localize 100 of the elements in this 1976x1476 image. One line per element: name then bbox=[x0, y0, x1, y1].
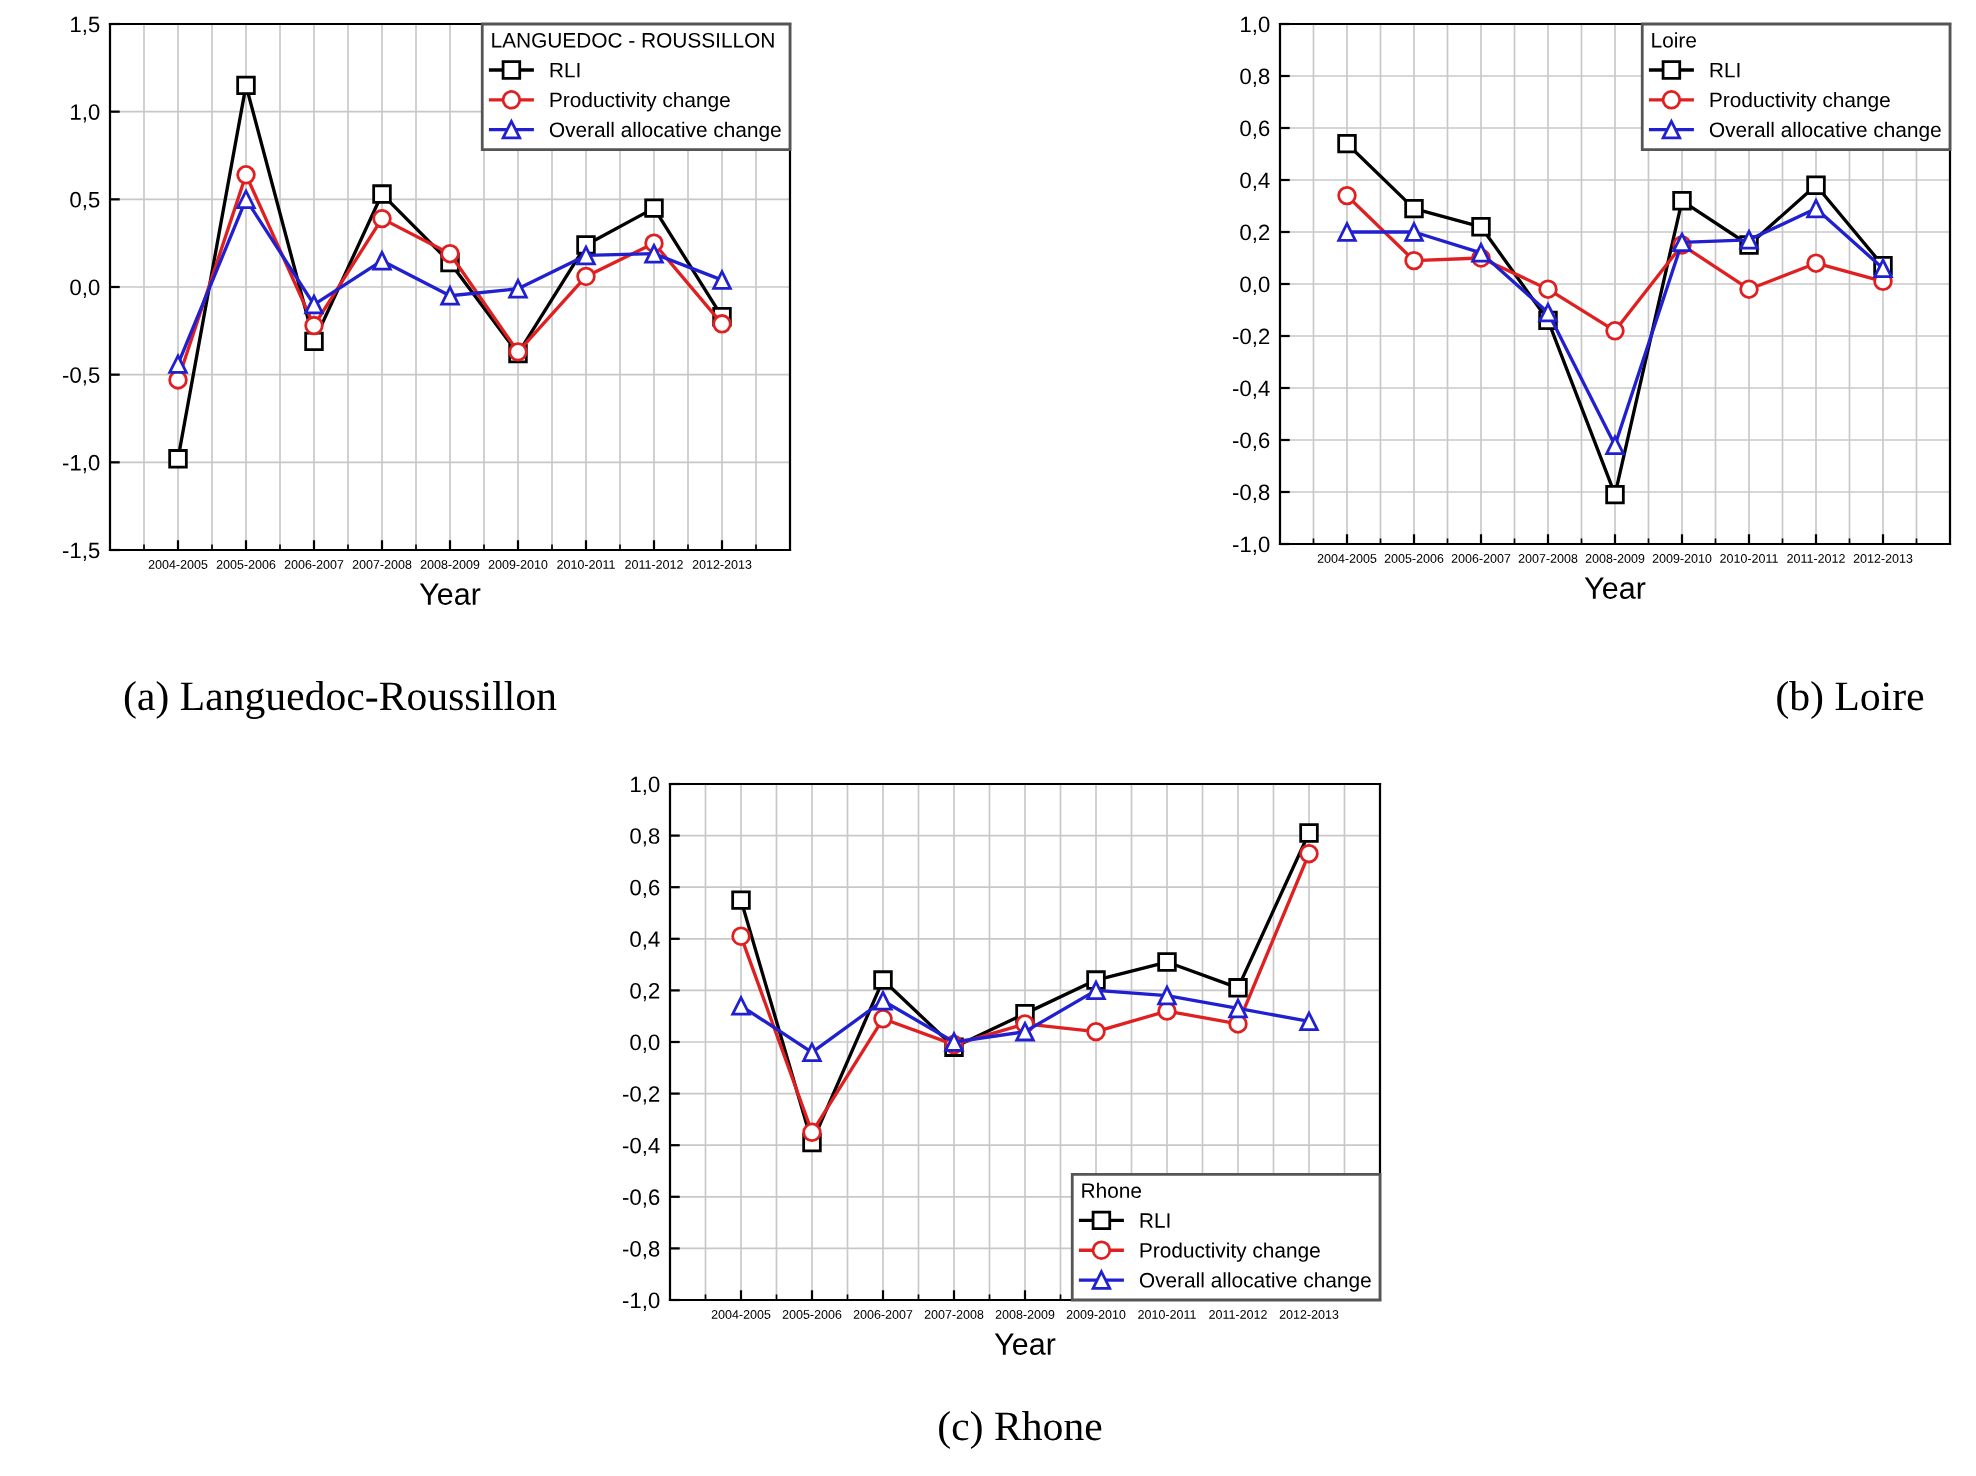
legend-label: RLI bbox=[1140, 1213, 1170, 1228]
point bbox=[1337, 185, 1357, 206]
point bbox=[731, 996, 751, 1016]
point bbox=[304, 331, 324, 352]
y-tick-label: -0,6 bbox=[622, 1189, 660, 1208]
point bbox=[1157, 985, 1177, 1006]
point bbox=[802, 1122, 822, 1143]
point bbox=[1806, 175, 1826, 195]
point bbox=[1806, 253, 1826, 273]
y-tick-label: -1,0 bbox=[62, 454, 100, 474]
y-tick-label: 1,0 bbox=[1241, 16, 1270, 35]
y-tick-label: -0,2 bbox=[622, 1086, 660, 1105]
point bbox=[1605, 435, 1625, 455]
point bbox=[1672, 191, 1692, 211]
point bbox=[1404, 198, 1424, 219]
y-tick-label: -0,5 bbox=[62, 367, 100, 386]
point bbox=[731, 926, 751, 946]
point bbox=[644, 243, 664, 264]
y-tick-label: 0,2 bbox=[630, 982, 660, 1002]
point bbox=[1471, 243, 1491, 263]
y-tick-label: 0,4 bbox=[630, 931, 660, 950]
point bbox=[372, 250, 392, 271]
point bbox=[1337, 222, 1357, 242]
y-tick-label: -0,4 bbox=[622, 1137, 660, 1157]
point bbox=[1337, 133, 1357, 154]
y-tick-label: -0,6 bbox=[1232, 432, 1270, 451]
point bbox=[1739, 279, 1759, 299]
point bbox=[1157, 952, 1177, 972]
legend-label: Productivity change bbox=[550, 92, 730, 112]
legend-title: Loire bbox=[1652, 32, 1696, 48]
point bbox=[644, 198, 664, 218]
y-tick-label: 0,4 bbox=[1240, 172, 1270, 191]
legend-title: LANGUEDOC - ROUSSILLON bbox=[492, 32, 774, 48]
y-tick-label: 1,0 bbox=[71, 104, 100, 123]
point bbox=[1299, 823, 1319, 843]
y-tick-label: -0,4 bbox=[1232, 380, 1270, 399]
point bbox=[1015, 1021, 1035, 1042]
x-axis-title: Year bbox=[419, 583, 481, 605]
point bbox=[873, 991, 893, 1011]
y-tick-label: 0,6 bbox=[1240, 120, 1270, 139]
point bbox=[1605, 484, 1625, 505]
point bbox=[1538, 279, 1558, 299]
y-tick-label: 0,6 bbox=[630, 879, 660, 899]
point bbox=[1086, 1021, 1106, 1042]
point bbox=[168, 354, 188, 374]
x-axis-title: Year bbox=[1584, 577, 1646, 599]
point bbox=[1299, 1011, 1319, 1032]
point bbox=[712, 314, 732, 334]
legend-label: Productivity change bbox=[1710, 92, 1890, 112]
legend-title: Rhone bbox=[1082, 1182, 1142, 1199]
x-axis-title: Year bbox=[994, 1333, 1056, 1355]
legend-label: Overall allocative change bbox=[549, 121, 781, 142]
text: (a) Languedoc-Roussillon bbox=[124, 681, 557, 719]
y-tick-label: -1,0 bbox=[1232, 536, 1270, 555]
y-tick-label: 0,8 bbox=[630, 828, 660, 847]
legend-label: RLI bbox=[1710, 62, 1740, 78]
point bbox=[731, 890, 751, 910]
point bbox=[1228, 998, 1248, 1019]
y-tick-label: 1,5 bbox=[71, 16, 100, 35]
point bbox=[1299, 843, 1319, 864]
y-tick-label: 0,0 bbox=[630, 1034, 660, 1053]
y-tick-label: 0,0 bbox=[70, 279, 100, 298]
point bbox=[873, 1009, 893, 1029]
legend-label: Productivity change bbox=[1140, 1242, 1320, 1262]
point bbox=[440, 286, 460, 306]
point bbox=[576, 266, 596, 287]
point bbox=[1404, 222, 1424, 242]
y-tick-label: -0,8 bbox=[1232, 484, 1270, 503]
text: (b) Loire bbox=[1777, 681, 1924, 719]
y-tick-label: 0,0 bbox=[1240, 276, 1270, 295]
point bbox=[1404, 250, 1424, 271]
point bbox=[1228, 978, 1248, 998]
point bbox=[304, 294, 324, 315]
point bbox=[802, 1042, 822, 1063]
legend-label: RLI bbox=[550, 62, 580, 78]
point bbox=[372, 208, 392, 229]
point bbox=[1538, 302, 1558, 323]
y-tick-label: 0,2 bbox=[1240, 224, 1270, 243]
y-tick-label: 1,0 bbox=[631, 776, 660, 795]
point bbox=[576, 245, 596, 266]
point bbox=[236, 75, 256, 96]
point bbox=[168, 449, 188, 469]
point bbox=[440, 243, 460, 264]
point bbox=[1739, 230, 1759, 250]
y-tick-label: -0,2 bbox=[1232, 328, 1270, 347]
point bbox=[236, 165, 256, 185]
point bbox=[1471, 217, 1491, 237]
point bbox=[873, 970, 893, 990]
y-tick-label: 0,5 bbox=[70, 191, 100, 211]
point bbox=[1806, 198, 1826, 219]
text: (c) Rhone bbox=[939, 1411, 1102, 1449]
y-tick-label: -0,8 bbox=[622, 1240, 660, 1260]
point bbox=[1605, 321, 1625, 341]
point bbox=[236, 189, 256, 210]
point bbox=[372, 184, 392, 204]
point bbox=[712, 270, 732, 290]
y-tick-label: 0,8 bbox=[1240, 68, 1270, 87]
legend-label: Overall allocative change bbox=[1709, 121, 1941, 142]
y-tick-label: -1,0 bbox=[622, 1292, 660, 1311]
point bbox=[1086, 980, 1106, 1001]
